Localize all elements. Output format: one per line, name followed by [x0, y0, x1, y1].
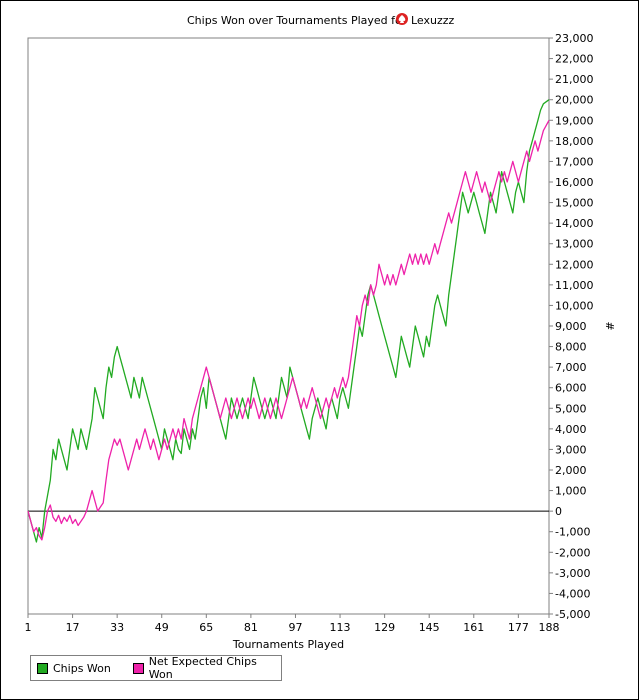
y-tick-label: 5,000	[555, 402, 587, 415]
y-tick-label: 20,000	[555, 94, 594, 107]
x-tick-label: 188	[539, 621, 560, 634]
x-tick-label: 145	[419, 621, 440, 634]
y-tick-label: -5,000	[555, 608, 590, 621]
y-axis: -5,000 -4,000 -3,000 -2,000 -1,000 0 1,000 2,00…	[549, 32, 594, 621]
y-tick-label: 9,000	[555, 320, 587, 333]
y-axis-label: #	[603, 321, 616, 330]
y-tick-label: 3,000	[555, 443, 587, 456]
x-tick-label: 17	[66, 621, 80, 634]
y-tick-label: 21,000	[555, 73, 594, 86]
y-tick-label: 23,000	[555, 32, 594, 45]
legend-label-chips-won: Chips Won	[53, 661, 111, 675]
x-tick-label: 81	[244, 621, 258, 634]
x-axis-label: Tournaments Played	[232, 638, 344, 651]
spade-icon	[396, 13, 408, 25]
y-tick-label: 15,000	[555, 197, 594, 210]
title-prefix: Chips Won over Tournaments Played for	[187, 14, 407, 27]
y-tick-label: 16,000	[555, 176, 594, 189]
legend-item-net-expected: Net Expected Chips Won	[133, 655, 281, 681]
y-tick-label: 1,000	[555, 485, 587, 498]
y-tick-label: 10,000	[555, 299, 594, 312]
y-tick-label: -3,000	[555, 567, 590, 580]
y-tick-label: 17,000	[555, 155, 594, 168]
x-tick-label: 113	[330, 621, 351, 634]
x-tick-label: 129	[374, 621, 395, 634]
x-tick-label: 65	[199, 621, 213, 634]
x-tick-label: 161	[463, 621, 484, 634]
y-tick-label: 2,000	[555, 464, 587, 477]
y-tick-label: 8,000	[555, 341, 587, 354]
chart-title: Chips Won over Tournaments Played for Le…	[187, 13, 455, 27]
y-tick-label: 0	[555, 505, 562, 518]
x-tick-label: 97	[288, 621, 302, 634]
y-tick-label: 19,000	[555, 114, 594, 127]
series-line-chips-won	[27, 99, 550, 543]
y-tick-label: -1,000	[555, 526, 590, 539]
y-tick-label: 18,000	[555, 135, 594, 148]
title-player: Lexuzzz	[411, 14, 455, 27]
y-tick-label: 11,000	[555, 279, 594, 292]
x-tick-label: 33	[110, 621, 124, 634]
x-axis: 1 17 33 49 65 81 97 113 129 145 161 177 188	[25, 614, 560, 634]
y-tick-label: 22,000	[555, 53, 594, 66]
y-tick-label: 4,000	[555, 423, 587, 436]
y-tick-label: 14,000	[555, 217, 594, 230]
x-tick-label: 49	[155, 621, 169, 634]
plot-area	[27, 37, 550, 615]
y-tick-label: -2,000	[555, 546, 590, 559]
y-tick-label: 13,000	[555, 238, 594, 251]
legend-item-chips-won: Chips Won	[37, 661, 111, 675]
legend-label-net-expected: Net Expected Chips Won	[148, 655, 257, 681]
y-tick-label: 6,000	[555, 382, 587, 395]
legend-swatch-net-expected	[133, 662, 144, 674]
legend-swatch-chips-won	[37, 662, 48, 674]
y-tick-label: 12,000	[555, 258, 594, 271]
legend: Chips Won Net Expected Chips Won	[30, 655, 282, 681]
y-tick-label: 7,000	[555, 361, 587, 374]
spade-shape	[398, 15, 406, 23]
series-line-net-expected	[27, 119, 550, 541]
y-tick-label: -4,000	[555, 587, 590, 600]
series-layer	[27, 99, 550, 543]
x-tick-label: 177	[508, 621, 529, 634]
x-tick-label: 1	[25, 621, 32, 634]
